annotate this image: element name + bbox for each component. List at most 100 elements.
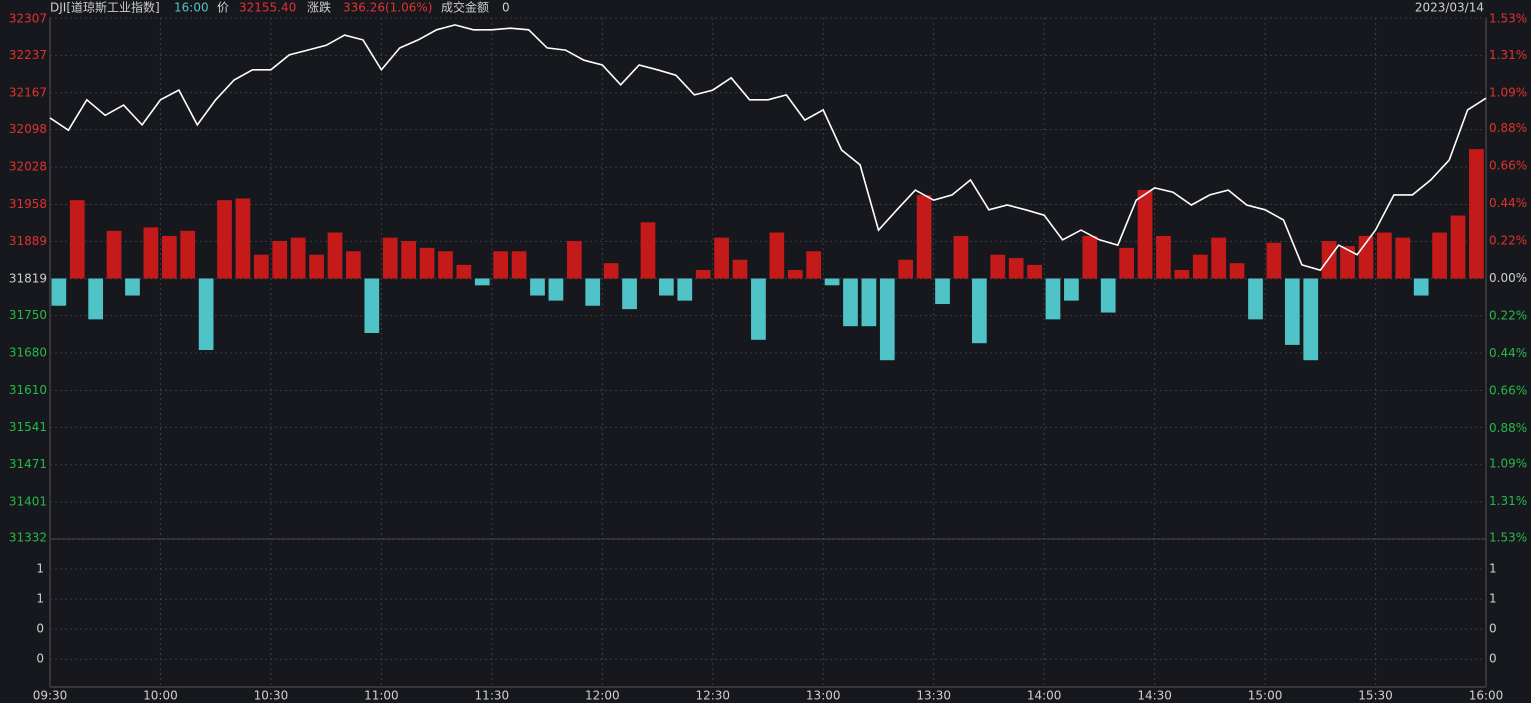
time: 16:00 [174, 1, 209, 15]
change-bar [659, 278, 674, 296]
change-label: 涨跌 [307, 0, 331, 15]
change-bar [953, 235, 969, 279]
change-bar [898, 259, 914, 279]
y2-tick-label: 1.31% [1489, 48, 1527, 62]
change-bar [161, 235, 177, 279]
change-bar [1174, 269, 1190, 279]
y-tick-label: 32098 [9, 122, 47, 136]
change-bar [180, 230, 196, 279]
y-tick-label: 31332 [9, 531, 47, 545]
change-bar [1303, 278, 1319, 361]
change-bar [493, 251, 509, 279]
symbol: DJI[道琼斯工业指数] [50, 0, 160, 15]
y-tick-label: 31610 [9, 383, 47, 397]
x-tick-label: 15:00 [1248, 689, 1283, 703]
change-bar [235, 198, 251, 279]
y-tick-label: 32307 [9, 12, 47, 26]
date: 2023/03/14 [1415, 1, 1484, 15]
change-bar [272, 241, 288, 279]
y-tick-label: 32237 [9, 48, 47, 62]
volume-tick-label: 1 [36, 592, 44, 606]
x-tick-label: 13:30 [916, 689, 951, 703]
y2-tick-label: 0.66% [1489, 159, 1527, 173]
change-bar [548, 278, 564, 301]
change-bar [695, 269, 711, 279]
y-tick-label: 31471 [9, 457, 47, 471]
change-bar [1211, 237, 1227, 279]
y2-tick-label: 0.44% [1489, 196, 1527, 210]
change-bar [879, 278, 895, 361]
change-bar [309, 254, 324, 279]
y2-tick-label: 1.31% [1489, 494, 1527, 508]
change-bar [1469, 149, 1484, 279]
change-bar [990, 254, 1006, 279]
volume-tick-label: 1 [36, 562, 44, 576]
change-bar [1045, 278, 1061, 320]
change-bar [51, 278, 67, 306]
turnover: 0 [502, 1, 510, 15]
change-bar [1064, 278, 1079, 301]
x-tick-label: 12:00 [585, 689, 620, 703]
change-bar [566, 241, 582, 279]
change-bar [69, 200, 85, 279]
volume-tick-label-right: 1 [1489, 592, 1497, 606]
y2-tick-label: 0.88% [1489, 421, 1527, 435]
x-tick-label: 12:30 [695, 689, 730, 703]
change-bar [714, 237, 729, 279]
price: 32155.40 [239, 1, 296, 15]
y-tick-label: 31819 [9, 271, 47, 285]
x-tick-label: 11:30 [475, 689, 510, 703]
change-bar [1027, 264, 1042, 279]
change-bar [327, 232, 343, 279]
change-bar [843, 278, 858, 327]
volume-tick-label-right: 0 [1489, 622, 1497, 636]
change-bar [511, 251, 527, 279]
change-bar [824, 278, 840, 286]
change-bar [916, 195, 932, 279]
y2-tick-label: 1.09% [1489, 457, 1527, 471]
change-bar [677, 278, 693, 301]
change-bar [1119, 247, 1134, 279]
y-tick-label: 31958 [9, 197, 47, 211]
change-bar [585, 278, 601, 306]
change-bar [1248, 278, 1263, 320]
change-bar [364, 278, 380, 333]
change-bar [419, 247, 435, 279]
change-bar [1266, 242, 1282, 279]
change-bar [253, 254, 269, 279]
change-bar [640, 222, 656, 279]
change-bar [1395, 237, 1411, 279]
change-bar [88, 278, 104, 320]
change-bar [1229, 263, 1245, 279]
turnover-label: 成交金额 [441, 0, 489, 15]
change-bar [1377, 232, 1392, 279]
change-bar [474, 278, 490, 286]
y-tick-label: 31680 [9, 346, 47, 360]
change-bar [603, 263, 619, 279]
y2-tick-label: 0.44% [1489, 346, 1527, 360]
change-bar [290, 237, 306, 279]
change-bar [1100, 278, 1116, 313]
change-bar [806, 251, 822, 279]
change-bar [1450, 215, 1466, 279]
price-label: 价 [217, 1, 229, 15]
x-tick-label: 14:30 [1137, 689, 1172, 703]
change-bar [787, 269, 803, 279]
change-bar [198, 278, 214, 351]
change-bar [382, 237, 398, 279]
change-bar [971, 278, 987, 344]
volume-tick-label-right: 0 [1489, 652, 1497, 666]
change-bar [732, 259, 748, 279]
y2-tick-label: 0.66% [1489, 383, 1527, 397]
change-bar [1284, 278, 1300, 345]
y2-tick-label: 0.22% [1489, 234, 1527, 248]
y2-tick-label: 1.09% [1489, 85, 1527, 99]
change-bar [438, 251, 453, 279]
x-tick-label: 11:00 [364, 689, 399, 703]
change-bar [1082, 235, 1098, 279]
volume-tick-label: 0 [36, 652, 44, 666]
y2-tick-label: 0.22% [1489, 308, 1527, 322]
y-tick-label: 31541 [9, 420, 47, 434]
